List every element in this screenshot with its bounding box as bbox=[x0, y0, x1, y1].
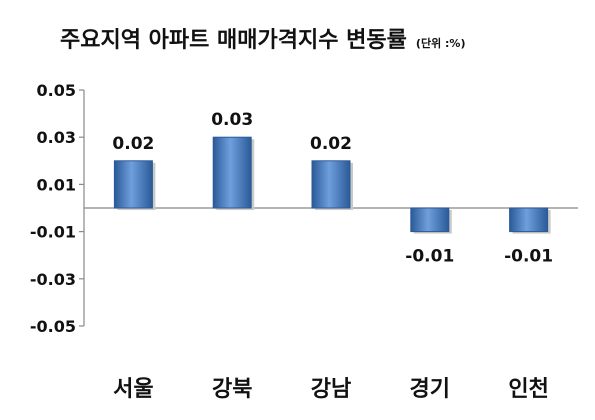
bar-3 bbox=[311, 160, 351, 209]
y-tick-label: -0.01 bbox=[30, 223, 76, 242]
chart-axes: 0.05 0.03 0.01 -0.01 -0.03 -0.05 bbox=[30, 81, 578, 336]
data-label: 0.03 bbox=[211, 110, 253, 130]
category-label: 서울 bbox=[113, 377, 153, 402]
y-tick-label: -0.05 bbox=[30, 317, 76, 336]
data-label: 0.02 bbox=[112, 134, 154, 154]
y-tick-label: 0.03 bbox=[37, 128, 76, 147]
bar-2 bbox=[212, 136, 252, 209]
chart-labels: 0.02 서울 0.03 강북 0.02 강남 -0.01 경기 -0.01 인천 bbox=[112, 110, 553, 402]
chart-header: 주요지역 아파트 매매가격지수 변동률 (단위 :%) bbox=[60, 22, 580, 62]
data-label: 0.02 bbox=[310, 134, 352, 154]
data-label: -0.01 bbox=[504, 247, 553, 267]
bar-4 bbox=[410, 207, 450, 233]
chart-unit: (단위 :%) bbox=[415, 37, 466, 50]
y-tick-label: -0.03 bbox=[30, 270, 76, 289]
chart-title: 주요지역 아파트 매매가격지수 변동률 bbox=[60, 28, 407, 53]
category-label: 인천 bbox=[508, 377, 548, 402]
bar-5 bbox=[509, 207, 549, 233]
category-label: 강북 bbox=[212, 377, 252, 402]
bar-1 bbox=[113, 160, 153, 209]
y-tick-label: 0.01 bbox=[37, 175, 76, 194]
category-label: 경기 bbox=[410, 377, 450, 402]
chart-bars bbox=[113, 136, 551, 234]
category-label: 강남 bbox=[311, 377, 351, 402]
y-tick-label: 0.05 bbox=[37, 81, 76, 100]
data-label: -0.01 bbox=[405, 247, 454, 267]
